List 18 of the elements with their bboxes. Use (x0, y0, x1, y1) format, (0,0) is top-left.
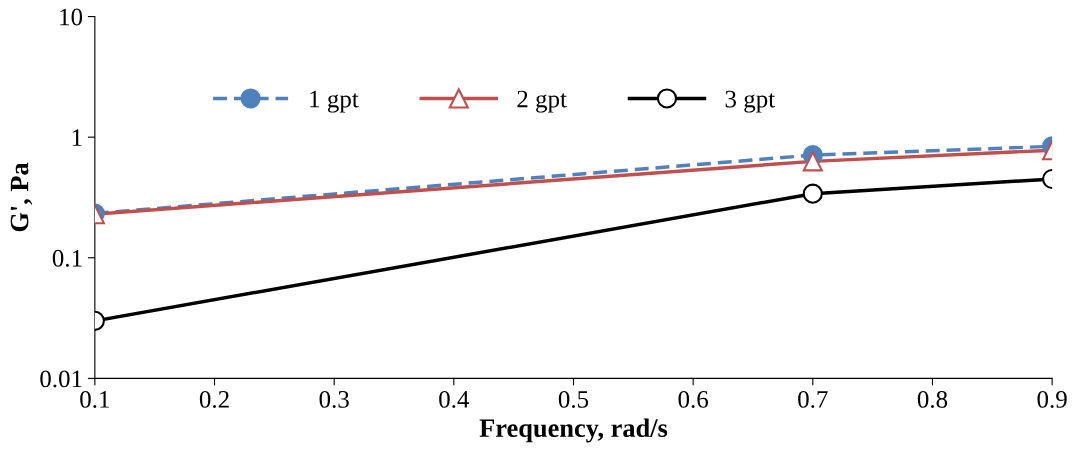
x-tick-label: 0.2 (199, 390, 229, 408)
x-tick-label: 0.5 (558, 390, 589, 408)
y-tick-label: 0.1 (52, 249, 82, 267)
legend-label: 1 gpt (310, 90, 359, 113)
y-tick-label: 1 (72, 129, 82, 146)
x-tick-label: 0.7 (798, 390, 828, 408)
legend-label: 3 gpt (725, 90, 776, 113)
y-axis-title: G', Pa (10, 162, 33, 232)
legend-label: 2 gpt (517, 90, 567, 113)
x-tick-label: 0.8 (917, 390, 948, 408)
y-tick-label: 10 (60, 8, 83, 26)
y-tick-label: 0.01 (40, 370, 82, 388)
x-tick-label: 0.1 (80, 390, 109, 408)
x-tick-label: 0.6 (678, 390, 709, 408)
x-tick-label: 0.3 (319, 390, 349, 408)
x-tick-label: 0.4 (439, 390, 470, 408)
x-axis-title: Frequency, rad/s (479, 418, 668, 443)
x-tick-label: 0.9 (1037, 390, 1067, 408)
